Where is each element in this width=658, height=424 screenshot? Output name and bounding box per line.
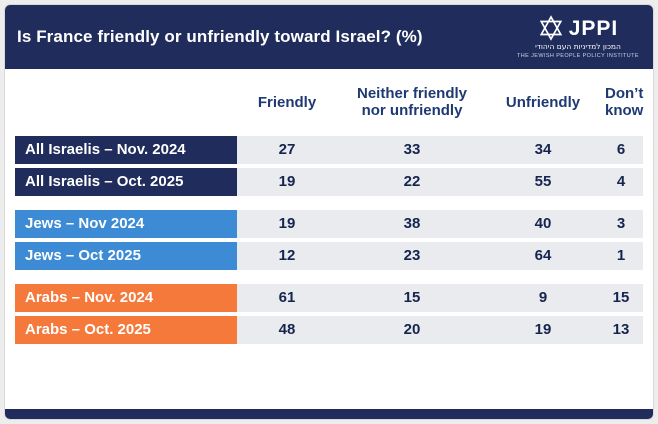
value-cell: 19 (487, 315, 599, 344)
value-cell: 20 (337, 315, 487, 344)
header-bar: Is France friendly or unfriendly toward … (5, 5, 653, 69)
column-header-neither: Neither friendly nor unfriendly (356, 85, 468, 120)
column-header-unfriendly: Unfriendly (505, 93, 581, 111)
table-row: All Israelis – Nov. 2024 27 33 34 6 (15, 135, 643, 164)
table-row: Jews – Nov 2024 19 38 40 3 (15, 209, 643, 238)
table-row: Arabs – Nov. 2024 61 15 9 15 (15, 283, 643, 312)
value-cell: 23 (337, 241, 487, 270)
value-cell: 6 (599, 135, 643, 164)
value-cell: 48 (237, 315, 337, 344)
value-cell: 13 (599, 315, 643, 344)
row-label: All Israelis – Nov. 2024 (15, 135, 237, 164)
jppi-logo: JPPI המכון למדיניות העם היהודי THE JEWIS… (517, 15, 639, 59)
value-cell: 1 (599, 241, 643, 270)
value-cell: 19 (237, 209, 337, 238)
logo-name: JPPI (568, 16, 619, 40)
table-row: All Israelis – Oct. 2025 19 22 55 4 (15, 167, 643, 196)
page-title: Is France friendly or unfriendly toward … (17, 27, 423, 46)
row-label: Arabs – Oct. 2025 (15, 315, 237, 344)
star-of-david-icon (538, 15, 564, 41)
column-header-friendly: Friendly (257, 93, 317, 111)
value-cell: 55 (487, 167, 599, 196)
footer-bar (5, 409, 653, 419)
row-label: All Israelis – Oct. 2025 (15, 167, 237, 196)
value-cell: 3 (599, 209, 643, 238)
value-cell: 38 (337, 209, 487, 238)
logo-hebrew-text: המכון למדיניות העם היהודי (535, 42, 621, 52)
infographic-card: Is France friendly or unfriendly toward … (4, 4, 654, 420)
row-label: Jews – Oct 2025 (15, 241, 237, 270)
value-cell: 19 (237, 167, 337, 196)
column-header-row: Friendly Neither friendly nor unfriendly… (15, 85, 644, 120)
row-label: Arabs – Nov. 2024 (15, 283, 237, 312)
value-cell: 15 (599, 283, 643, 312)
value-cell: 12 (237, 241, 337, 270)
value-cell: 9 (487, 283, 599, 312)
value-cell: 33 (337, 135, 487, 164)
column-header-dont-know: Don’t know (605, 85, 644, 120)
value-cell: 22 (337, 167, 487, 196)
survey-table: Friendly Neither friendly nor unfriendly… (5, 69, 653, 409)
value-cell: 27 (237, 135, 337, 164)
value-cell: 34 (487, 135, 599, 164)
table-row: Arabs – Oct. 2025 48 20 19 13 (15, 315, 643, 344)
logo-english-text: THE JEWISH PEOPLE POLICY INSTITUTE (517, 52, 639, 59)
value-cell: 61 (237, 283, 337, 312)
value-cell: 4 (599, 167, 643, 196)
value-cell: 40 (487, 209, 599, 238)
row-label: Jews – Nov 2024 (15, 209, 237, 238)
value-cell: 15 (337, 283, 487, 312)
table-row: Jews – Oct 2025 12 23 64 1 (15, 241, 643, 270)
value-cell: 64 (487, 241, 599, 270)
